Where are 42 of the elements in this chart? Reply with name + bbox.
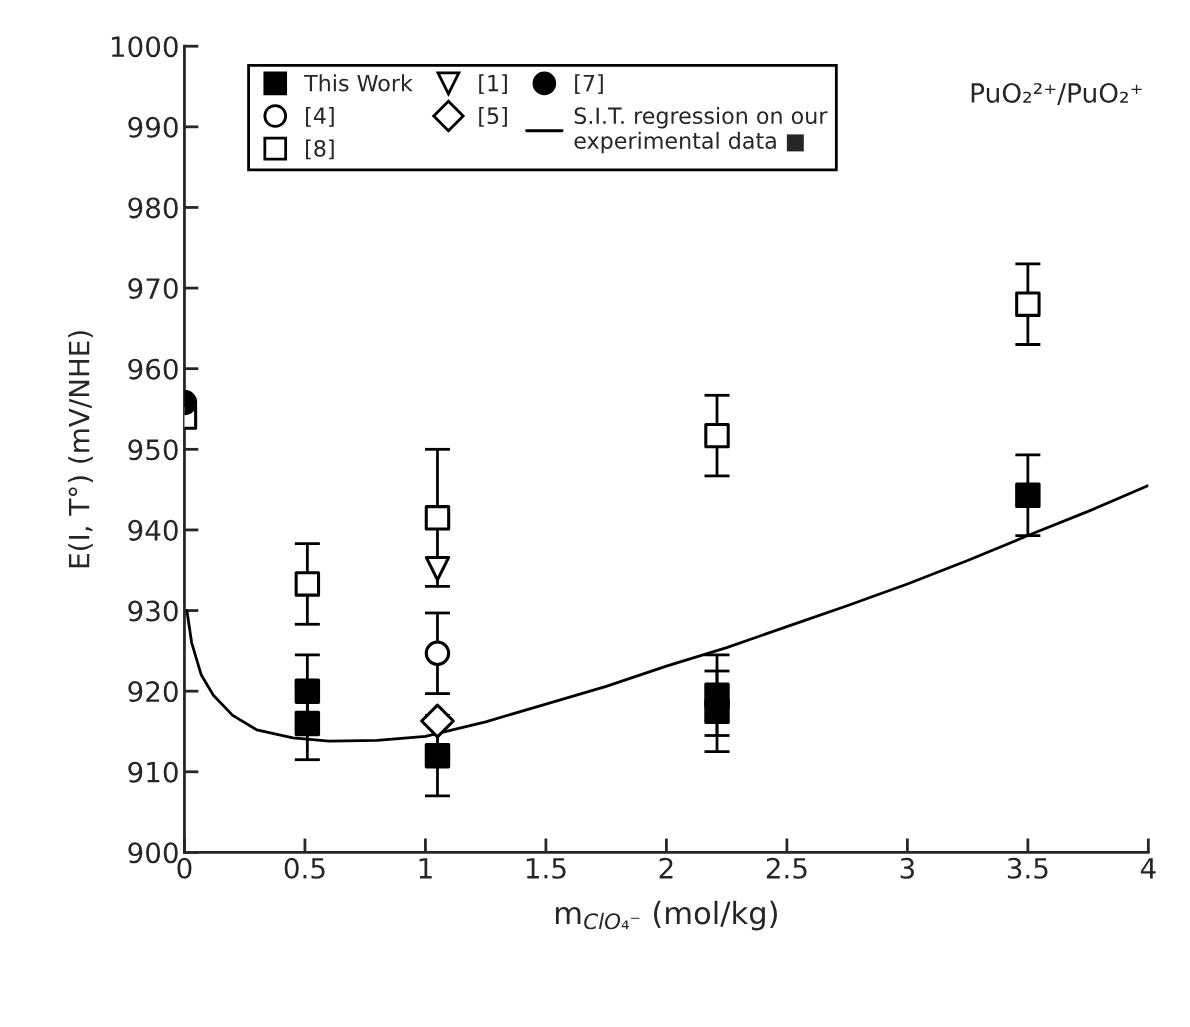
x-tick-label: 1.5 — [526, 858, 566, 879]
point — [704, 698, 730, 725]
y-tick-label: 920 — [128, 681, 178, 703]
x-tick-label: 3 — [900, 857, 914, 879]
y-tick-label: 990 — [128, 116, 178, 138]
x-axis-title: m$_{ClO₄⁻}$ (mol/kg) — [555, 900, 777, 931]
legend-label: [5] — [479, 106, 507, 127]
y-axis-title: E(I, T°) (mV/NHE) — [68, 331, 93, 568]
x-tick-label: 0.5 — [284, 857, 325, 879]
x-tick-label: 2.5 — [766, 857, 807, 879]
legend-label: [8] — [306, 139, 334, 160]
y-tick-label: 970 — [128, 278, 178, 300]
y-tick-label: 950 — [128, 439, 178, 461]
point — [424, 505, 451, 531]
y-tick-label: 930 — [128, 600, 178, 622]
x-tick-label: 2 — [659, 857, 673, 879]
legend-label: S.I.T. regression on our experimental data ■ — [574, 106, 828, 154]
point — [424, 555, 451, 582]
y-tick-label: 1000 — [111, 36, 178, 58]
point — [294, 710, 321, 737]
y-tick-label: 900 — [128, 842, 178, 864]
annotation: PuO₂²⁺/PuO₂⁺ — [971, 82, 1142, 105]
x-tick-label: 3.5 — [1007, 857, 1048, 879]
point — [1015, 482, 1041, 508]
point — [294, 571, 321, 597]
y-tick-label: 980 — [128, 197, 178, 219]
legend-label: [4] — [306, 106, 334, 127]
x-tick-label: 4 — [1140, 858, 1156, 879]
point — [704, 422, 730, 449]
x-tick-label: 1 — [419, 858, 432, 879]
x-tick-label: 0 — [177, 857, 192, 879]
point — [1015, 291, 1041, 317]
legend-label: This Work — [304, 74, 413, 92]
y-tick-label: 910 — [128, 761, 178, 783]
legend-label: [1] — [479, 74, 507, 95]
y-tick-label: 960 — [128, 358, 178, 380]
point — [420, 703, 455, 739]
point — [424, 742, 451, 769]
legend-label: [7] — [575, 74, 603, 95]
point — [424, 640, 451, 667]
y-tick-label: 940 — [128, 519, 178, 541]
point — [294, 678, 321, 704]
